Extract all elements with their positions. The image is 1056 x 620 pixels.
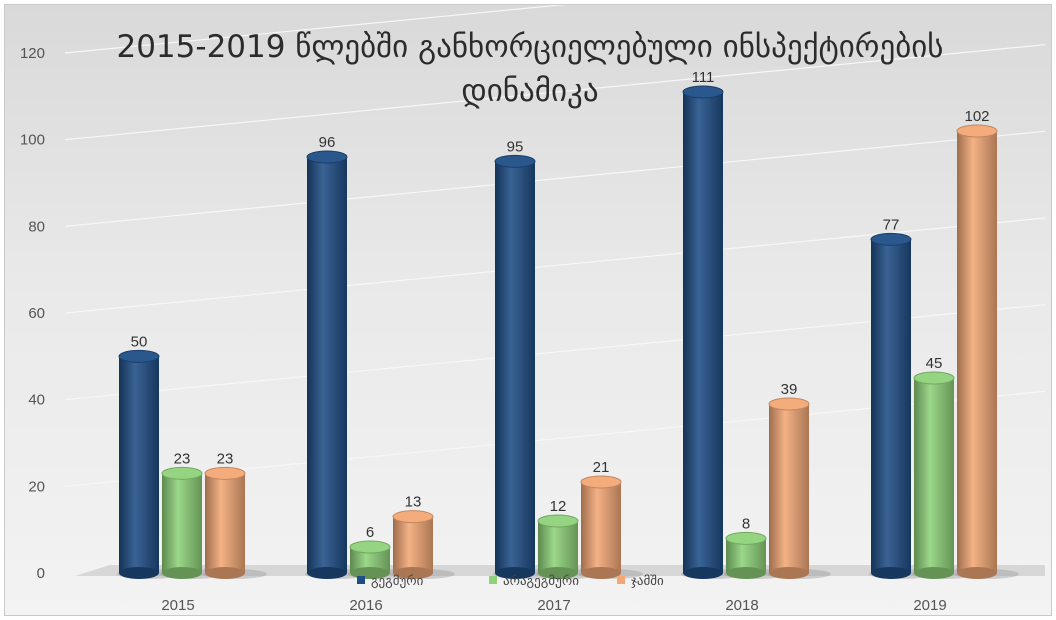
y-tick-label: 80 bbox=[28, 218, 45, 235]
data-label: 13 bbox=[405, 494, 422, 511]
bar-2015-2 bbox=[162, 473, 202, 573]
bar-base bbox=[205, 567, 245, 579]
data-label: 23 bbox=[217, 450, 234, 467]
bar-2017-2 bbox=[538, 521, 578, 573]
bar-2017-3 bbox=[581, 482, 621, 573]
bar-cap bbox=[768, 397, 810, 411]
bar-cap bbox=[580, 475, 622, 489]
bars bbox=[117, 85, 1019, 579]
bar-base bbox=[957, 567, 997, 579]
bar-base bbox=[307, 567, 347, 579]
bar-base bbox=[119, 567, 159, 579]
bar-2019-3 bbox=[957, 131, 997, 573]
grid-line bbox=[64, 130, 1046, 227]
bar-cap bbox=[913, 371, 955, 385]
bar-cap bbox=[392, 510, 434, 524]
bar-cap bbox=[306, 150, 348, 164]
bar-cap bbox=[118, 349, 160, 363]
chart-title-line-2: დინამიკა bbox=[461, 73, 598, 109]
bar-cap bbox=[725, 531, 767, 545]
bar-2019-2 bbox=[914, 378, 954, 573]
chart-title-line-1: 2015-2019 წლებში განხორციელებული ინსპექტ… bbox=[116, 29, 943, 65]
data-label: 102 bbox=[964, 108, 989, 125]
bar-base bbox=[683, 567, 723, 579]
x-tick-label: 2018 bbox=[725, 597, 758, 614]
grid-line bbox=[64, 44, 1046, 141]
bar-base bbox=[914, 567, 954, 579]
bar-base bbox=[871, 567, 911, 579]
data-label: 39 bbox=[781, 381, 798, 398]
y-tick-label: 120 bbox=[20, 45, 45, 62]
data-label: 8 bbox=[742, 515, 750, 532]
data-label: 77 bbox=[883, 216, 900, 233]
y-tick-label: 20 bbox=[28, 478, 45, 495]
bar-cap bbox=[956, 124, 998, 138]
bar-cap bbox=[161, 466, 203, 480]
bar-base bbox=[726, 567, 766, 579]
legend: გეგმური არაგეგმური ჯამში bbox=[357, 574, 664, 589]
legend-swatch bbox=[357, 576, 365, 584]
data-label: 21 bbox=[593, 459, 610, 476]
legend-label: გეგმური bbox=[371, 574, 424, 589]
bar-cap bbox=[494, 154, 536, 168]
bar-2016-1 bbox=[307, 157, 347, 573]
bar-2015-1 bbox=[119, 356, 159, 573]
data-label: 96 bbox=[319, 134, 336, 151]
bar-base bbox=[581, 567, 621, 579]
bar-2017-1 bbox=[495, 161, 535, 574]
x-tick-label: 2019 bbox=[913, 597, 946, 614]
bar-base bbox=[495, 567, 535, 579]
y-tick-label: 60 bbox=[28, 305, 45, 322]
chart-frame: 0 20 40 60 80 100 120 50 23 23 96 6 13 95 12 21 111 8 39 7… bbox=[4, 4, 1052, 616]
legend-label: არაგეგმური bbox=[503, 574, 579, 589]
bar-2015-3 bbox=[205, 473, 245, 573]
x-tick-label: 2015 bbox=[161, 597, 194, 614]
data-label: 6 bbox=[366, 524, 374, 541]
x-tick-label: 2016 bbox=[349, 597, 382, 614]
y-axis-ticks: 0 20 40 60 80 100 120 bbox=[20, 45, 45, 582]
bar-cap bbox=[204, 466, 246, 480]
bar-chart: 0 20 40 60 80 100 120 50 23 23 96 6 13 95 12 21 111 8 39 7… bbox=[20, 5, 1046, 614]
legend-swatch bbox=[617, 576, 625, 584]
bar-2019-1 bbox=[871, 239, 911, 574]
data-labels: 50 23 23 96 6 13 95 12 21 111 8 39 77 45 102 bbox=[131, 69, 990, 541]
bar-base bbox=[162, 567, 202, 579]
x-axis-ticks: 2015 2016 2017 2018 2019 bbox=[161, 597, 946, 614]
grid-line bbox=[64, 5, 567, 54]
data-label: 95 bbox=[507, 138, 524, 155]
data-label: 50 bbox=[131, 333, 148, 350]
x-tick-label: 2017 bbox=[537, 597, 570, 614]
bar-cap bbox=[537, 514, 579, 528]
data-label: 45 bbox=[926, 355, 943, 372]
y-tick-label: 0 bbox=[37, 565, 45, 582]
data-label: 111 bbox=[692, 69, 715, 86]
bar-cap bbox=[349, 540, 391, 554]
y-tick-label: 40 bbox=[28, 392, 45, 409]
bar-cap bbox=[870, 232, 912, 246]
bar-2018-1 bbox=[683, 92, 723, 573]
bar-cap bbox=[682, 85, 724, 99]
y-tick-label: 100 bbox=[20, 132, 45, 149]
bar-base bbox=[393, 567, 433, 579]
bar-2018-3 bbox=[769, 404, 809, 573]
legend-swatch bbox=[489, 576, 497, 584]
data-label: 23 bbox=[174, 450, 191, 467]
bar-base bbox=[538, 567, 578, 579]
data-label: 12 bbox=[550, 498, 567, 515]
bar-base bbox=[769, 567, 809, 579]
legend-label: ჯამში bbox=[631, 574, 664, 589]
bar-2016-3 bbox=[393, 516, 433, 573]
